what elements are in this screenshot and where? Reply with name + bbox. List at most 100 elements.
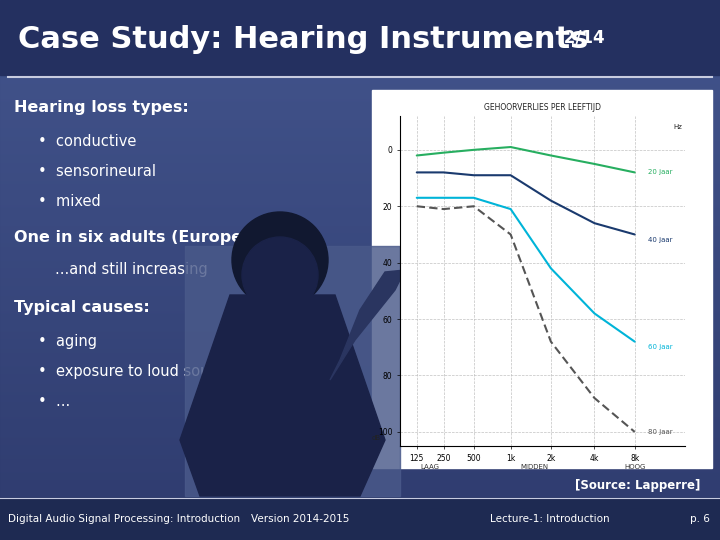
Bar <box>0 221 720 222</box>
Bar <box>0 288 720 289</box>
Bar <box>0 274 720 275</box>
Bar <box>0 375 720 376</box>
Bar <box>0 101 720 102</box>
Bar <box>0 388 720 389</box>
Bar <box>0 116 720 117</box>
Bar <box>0 259 720 260</box>
Bar <box>0 355 720 356</box>
Bar <box>0 54 720 55</box>
Bar <box>0 10 720 11</box>
Bar <box>0 122 720 123</box>
Bar <box>0 317 720 318</box>
Bar <box>0 301 720 302</box>
Bar <box>0 271 720 272</box>
Text: Hearing loss types:: Hearing loss types: <box>14 100 189 115</box>
Bar <box>0 144 720 145</box>
Bar <box>0 197 720 198</box>
Bar <box>0 531 720 532</box>
Bar <box>0 338 720 339</box>
Bar <box>0 229 720 230</box>
Bar <box>0 273 720 274</box>
Bar <box>0 307 720 308</box>
Bar <box>0 187 720 188</box>
Bar <box>0 327 720 328</box>
Bar <box>0 85 720 86</box>
Text: Hz: Hz <box>674 124 683 130</box>
Bar <box>0 349 720 350</box>
Bar <box>0 79 720 80</box>
Bar <box>0 143 720 144</box>
Bar <box>0 430 720 431</box>
Bar <box>0 130 720 131</box>
Bar <box>0 48 720 49</box>
Bar <box>0 265 720 266</box>
Bar <box>0 180 720 181</box>
Text: MIDDEN: MIDDEN <box>520 463 548 470</box>
Bar <box>0 28 720 29</box>
Bar <box>0 268 720 269</box>
Text: Typical causes:: Typical causes: <box>14 300 150 315</box>
Bar <box>0 166 720 167</box>
Bar <box>0 340 720 341</box>
Bar <box>0 418 720 419</box>
Bar <box>0 329 720 330</box>
Bar <box>0 109 720 110</box>
Bar <box>0 425 720 426</box>
Bar <box>0 20 720 21</box>
Bar <box>0 373 720 374</box>
Bar <box>0 260 720 261</box>
Bar <box>0 451 720 452</box>
Bar <box>0 49 720 50</box>
Bar <box>0 161 720 162</box>
Bar <box>0 84 720 85</box>
Bar <box>0 524 720 525</box>
Bar <box>0 200 720 201</box>
Bar <box>0 485 720 486</box>
Bar <box>0 410 720 411</box>
Bar <box>0 337 720 338</box>
Bar <box>0 294 720 295</box>
Bar <box>0 185 720 186</box>
Bar <box>0 324 720 325</box>
Bar <box>0 106 720 107</box>
Bar <box>0 443 720 444</box>
Bar <box>0 297 720 298</box>
Text: Lecture-1: Introduction: Lecture-1: Introduction <box>490 514 610 524</box>
Bar <box>0 469 720 470</box>
Bar <box>0 507 720 508</box>
Bar <box>0 46 720 47</box>
Bar <box>0 14 720 15</box>
Bar <box>0 133 720 134</box>
Bar <box>0 58 720 59</box>
Bar <box>0 135 720 136</box>
Text: LAAG: LAAG <box>420 463 440 470</box>
Bar <box>0 88 720 89</box>
Bar <box>0 237 720 238</box>
Bar <box>0 231 720 232</box>
Bar <box>0 465 720 466</box>
Bar <box>0 500 720 501</box>
Bar <box>0 411 720 412</box>
Bar <box>0 140 720 141</box>
Bar <box>0 370 720 371</box>
Bar <box>0 362 720 363</box>
Bar <box>0 31 720 32</box>
Text: HOOG: HOOG <box>624 463 645 470</box>
Bar <box>0 367 720 368</box>
Bar <box>0 420 720 421</box>
Bar <box>0 18 720 19</box>
Bar <box>0 401 720 402</box>
Bar <box>0 454 720 455</box>
Bar <box>0 94 720 95</box>
Text: 2/14: 2/14 <box>558 28 605 46</box>
Bar <box>0 264 720 265</box>
Bar <box>0 383 720 384</box>
Bar <box>0 252 720 253</box>
Bar <box>0 439 720 440</box>
Bar <box>0 415 720 416</box>
Bar <box>0 111 720 112</box>
Bar <box>0 227 720 228</box>
Bar <box>0 387 720 388</box>
Bar <box>0 22 720 23</box>
Bar <box>0 184 720 185</box>
